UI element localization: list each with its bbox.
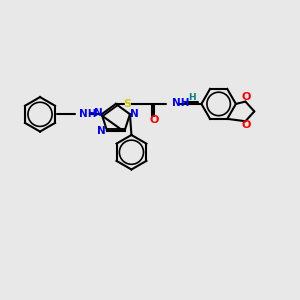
Text: NH: NH (79, 109, 97, 119)
Text: O: O (242, 120, 251, 130)
Text: S: S (123, 99, 131, 109)
Text: N: N (98, 126, 106, 136)
Text: H: H (188, 93, 196, 102)
Text: O: O (150, 115, 159, 125)
Text: O: O (242, 92, 251, 102)
Text: NH: NH (172, 98, 189, 108)
Text: N: N (94, 108, 103, 118)
Text: N: N (130, 109, 139, 119)
